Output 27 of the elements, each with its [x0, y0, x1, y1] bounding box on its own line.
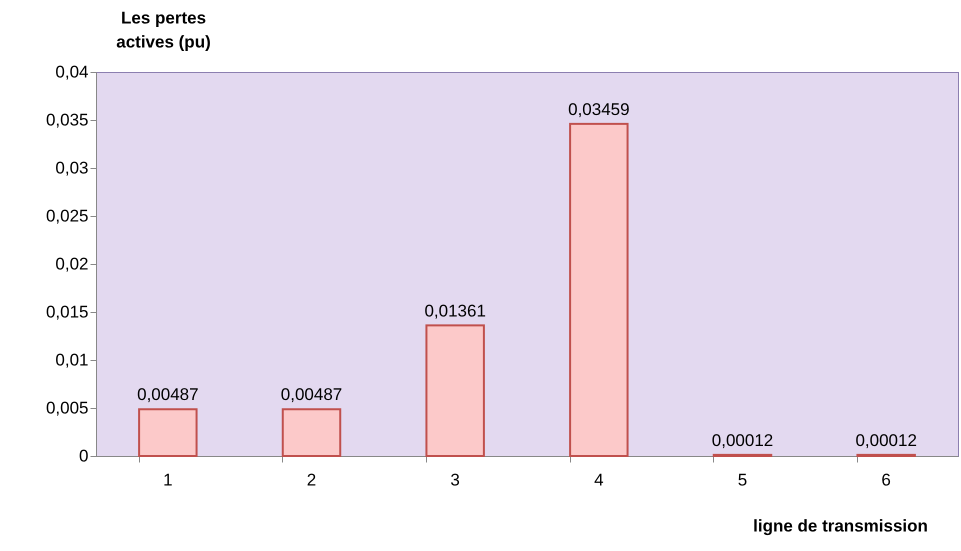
data-label: 0,00012: [712, 430, 774, 450]
x-tick-label: 3: [450, 470, 460, 490]
y-tick-label: 0,02: [55, 254, 88, 274]
bar: [138, 408, 198, 457]
y-axis-title: Les pertes actives (pu): [116, 8, 211, 52]
y-tick-label: 0,04: [55, 62, 88, 82]
data-label: 0,03459: [568, 100, 630, 119]
x-tick-label: 2: [306, 470, 316, 490]
bar: [569, 122, 629, 457]
data-label: 0,00012: [855, 430, 917, 450]
x-tick-label: 6: [881, 470, 891, 490]
y-tick-label: 0: [79, 446, 88, 466]
x-tick-label: 5: [738, 470, 748, 490]
x-tick-label: 1: [163, 470, 173, 490]
y-tick-label: 0,015: [46, 302, 88, 322]
x-tick-label: 4: [594, 470, 604, 490]
y-tick-label: 0,03: [55, 158, 88, 178]
bar: [425, 324, 485, 457]
x-axis-title: ligne de transmission: [753, 516, 928, 536]
y-tick-label: 0,035: [46, 110, 88, 130]
data-label: 0,00487: [280, 385, 342, 404]
y-tick-label: 0,025: [46, 206, 88, 226]
data-label: 0,01361: [424, 301, 486, 320]
data-label: 0,00487: [137, 385, 199, 404]
y-tick-label: 0,005: [46, 398, 88, 418]
bar: [282, 408, 342, 457]
y-tick-label: 0,01: [55, 350, 88, 370]
